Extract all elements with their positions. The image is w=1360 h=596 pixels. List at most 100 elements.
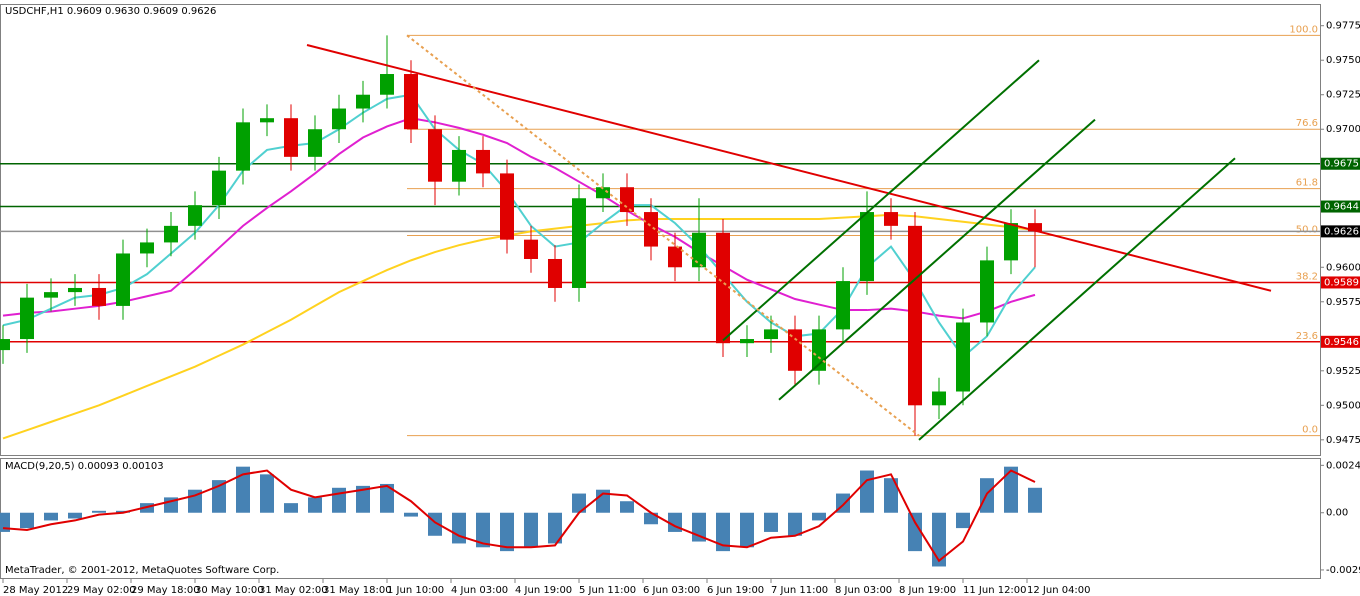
fib-label: 0.0 bbox=[1302, 425, 1318, 436]
candle-body bbox=[836, 281, 850, 330]
macd-bar bbox=[908, 512, 922, 552]
fib-label: 23.6 bbox=[1296, 331, 1318, 342]
level-label: 0.9675 bbox=[1324, 159, 1359, 170]
macd-bar bbox=[260, 474, 274, 513]
y-tick-label: 0.9750 bbox=[1326, 55, 1360, 66]
macd-bar bbox=[956, 512, 970, 529]
level-box bbox=[1321, 200, 1360, 213]
macd-bar bbox=[524, 512, 538, 548]
macd-bar bbox=[740, 512, 754, 548]
y-tick-label: 0.00247 bbox=[1326, 460, 1360, 471]
macd-bar bbox=[884, 478, 898, 513]
candle-body bbox=[956, 322, 970, 392]
x-tick-label: 8 Jun 19:00 bbox=[899, 585, 956, 596]
y-tick-label: 0.9575 bbox=[1326, 297, 1360, 308]
footer: MetaTrader, © 2001-2012, MetaQuotes Soft… bbox=[5, 565, 279, 576]
fib-label: 61.8 bbox=[1296, 178, 1318, 189]
chart-title: USDCHF,H1 0.9609 0.9630 0.9609 0.9626 bbox=[5, 6, 216, 17]
level-label: 0.9626 bbox=[1324, 226, 1359, 237]
macd-bar bbox=[620, 501, 634, 513]
candle-body bbox=[644, 212, 658, 247]
x-tick-label: 11 Jun 12:00 bbox=[963, 585, 1027, 596]
x-tick-label: 12 Jun 04:00 bbox=[1027, 585, 1091, 596]
candle-body bbox=[212, 170, 226, 206]
macd-bar bbox=[380, 483, 394, 513]
x-tick-label: 6 Jun 19:00 bbox=[707, 585, 764, 596]
candle-body bbox=[500, 173, 514, 240]
candle-body bbox=[908, 225, 922, 406]
macd-bar bbox=[932, 512, 946, 567]
candle-body bbox=[356, 94, 370, 109]
candle-body bbox=[692, 232, 706, 268]
x-tick-label: 4 Jun 03:00 bbox=[451, 585, 508, 596]
macd-bar bbox=[764, 512, 778, 532]
main-pane bbox=[0, 4, 1321, 456]
candle-body bbox=[620, 187, 634, 213]
candle-body bbox=[668, 246, 682, 268]
fib-label: 76.6 bbox=[1296, 118, 1318, 129]
x-tick-label: 7 Jun 11:00 bbox=[771, 585, 828, 596]
trendline bbox=[406, 34, 920, 437]
level-label: 0.9589 bbox=[1324, 277, 1359, 288]
candle-body bbox=[284, 118, 298, 157]
macd-bar bbox=[572, 493, 586, 513]
y-tick-label: 0.9475 bbox=[1326, 435, 1360, 446]
trendline bbox=[918, 157, 1236, 441]
macd-bar bbox=[500, 512, 514, 552]
macd-bar bbox=[812, 512, 826, 521]
y-tick-label: 0.9525 bbox=[1326, 366, 1360, 377]
candle-body bbox=[404, 74, 418, 130]
candle-body bbox=[260, 118, 274, 123]
fib-label: 38.2 bbox=[1296, 271, 1318, 282]
candle-body bbox=[428, 129, 442, 182]
y-tick-label: 0.9775 bbox=[1326, 21, 1360, 32]
trendline bbox=[778, 118, 1096, 401]
y-tick-label: 0.9725 bbox=[1326, 90, 1360, 101]
y-tick-label: 0.9600 bbox=[1326, 262, 1360, 273]
macd-bar bbox=[236, 466, 250, 513]
candle-body bbox=[20, 297, 34, 340]
candle-body bbox=[380, 74, 394, 95]
macd-bar bbox=[284, 503, 298, 513]
level-box bbox=[1321, 276, 1360, 289]
candle-body bbox=[44, 292, 58, 298]
candle-body bbox=[884, 212, 898, 226]
x-tick-label: 4 Jun 19:00 bbox=[515, 585, 572, 596]
candle-body bbox=[1004, 223, 1018, 261]
y-tick-label: -0.00298 bbox=[1326, 565, 1360, 576]
candle-body bbox=[932, 391, 946, 406]
macd-bar bbox=[68, 512, 82, 519]
candle-body bbox=[980, 260, 994, 323]
level-box bbox=[1321, 335, 1360, 348]
macd-bar bbox=[788, 512, 802, 536]
level-box bbox=[1321, 157, 1360, 170]
macd-bar bbox=[44, 512, 58, 521]
candle-body bbox=[188, 205, 202, 226]
candle-body bbox=[788, 329, 802, 371]
level-label: 0.9546 bbox=[1324, 337, 1359, 348]
candle-body bbox=[764, 329, 778, 340]
y-tick-label: 0.00 bbox=[1326, 508, 1348, 519]
candle-body bbox=[524, 239, 538, 259]
candle-body bbox=[740, 339, 754, 344]
trendline bbox=[722, 59, 1040, 342]
macd-bar bbox=[548, 512, 562, 544]
moving-average bbox=[2, 117, 1036, 320]
macd-bar bbox=[0, 512, 10, 532]
candle-body bbox=[1028, 223, 1042, 232]
macd-bar bbox=[452, 512, 466, 544]
signal-line bbox=[2, 469, 1036, 563]
fib-label: 100.0 bbox=[1289, 24, 1318, 35]
candle-body bbox=[164, 225, 178, 243]
x-tick-label: 29 May 18:00 bbox=[131, 585, 200, 596]
candle-body bbox=[68, 287, 82, 293]
macd-bar bbox=[308, 497, 322, 513]
macd-bar bbox=[1028, 487, 1042, 513]
candle-body bbox=[860, 212, 874, 282]
macd-bar bbox=[332, 487, 346, 513]
candle-body bbox=[116, 253, 130, 306]
candle-body bbox=[236, 122, 250, 171]
x-tick-label: 31 May 18:00 bbox=[323, 585, 392, 596]
